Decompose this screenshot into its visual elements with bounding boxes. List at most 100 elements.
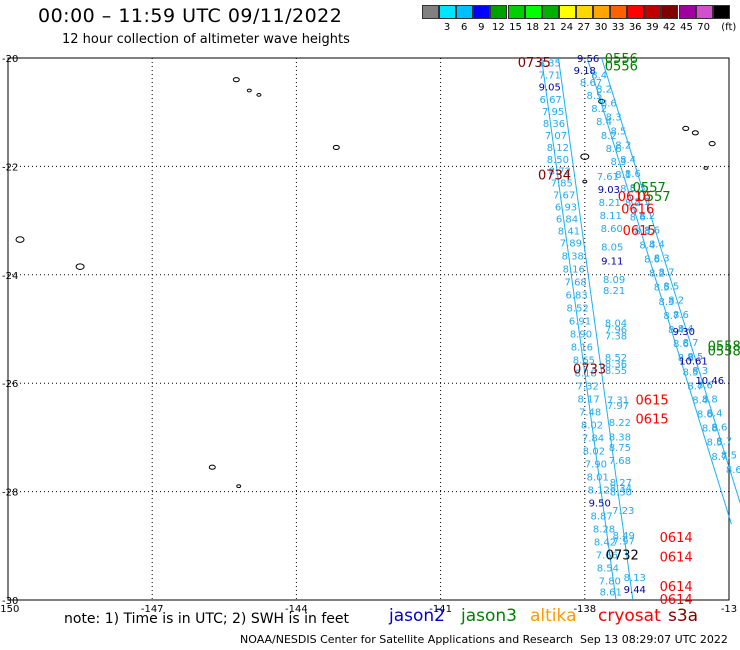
swh-value: 7.97 bbox=[607, 401, 629, 412]
swh-value: 7.07 bbox=[545, 131, 567, 142]
swh-value: 6.93 bbox=[555, 203, 577, 214]
swh-value: 9.05 bbox=[539, 83, 561, 94]
swh-value: 7.96 bbox=[605, 325, 627, 336]
colorbar-swatch bbox=[644, 5, 662, 19]
swh-value: 9.11 bbox=[601, 257, 623, 268]
island-outline bbox=[332, 144, 340, 151]
swh-value: 8.17 bbox=[578, 394, 600, 405]
lon-tick-label: -147 bbox=[141, 604, 164, 615]
swh-value: 8.7 bbox=[683, 338, 699, 349]
legend-s3a: s3a bbox=[668, 606, 699, 626]
swh-value: 8.5 bbox=[683, 367, 699, 378]
swh-value: 8.5 bbox=[707, 438, 723, 449]
time-label: 0615 bbox=[623, 224, 656, 239]
colorbar-swatch bbox=[661, 5, 679, 19]
swh-value: 8.16 bbox=[571, 342, 593, 353]
swh-value: 7.68 bbox=[609, 456, 631, 467]
time-label: 0558 bbox=[708, 339, 740, 354]
time-label: 0556 bbox=[605, 60, 638, 75]
swh-value: 8.02 bbox=[583, 446, 605, 457]
legend-cryosat: cryosat bbox=[598, 606, 661, 626]
colorbar-swatch bbox=[507, 5, 525, 19]
swh-value-high: 9.30 bbox=[673, 327, 695, 338]
time-label: 0616 bbox=[618, 190, 651, 205]
lon-tick-label: -13 bbox=[721, 604, 737, 615]
lat-tick-label: -28 bbox=[2, 488, 18, 499]
swh-value: 8.28 bbox=[593, 524, 615, 535]
track-line-east-2 bbox=[601, 57, 740, 505]
swh-value: 8.16 bbox=[563, 264, 585, 275]
swh-value: 8.4 bbox=[639, 240, 655, 251]
swh-value: 8.52 bbox=[566, 303, 588, 314]
swh-value: 7.23 bbox=[612, 506, 634, 517]
swh-value: 8.6 bbox=[711, 423, 727, 434]
swh-value: 8.30 bbox=[610, 488, 632, 499]
colorbar-swatch bbox=[439, 5, 457, 19]
swh-value: 8.49 bbox=[613, 531, 635, 542]
map-frame bbox=[7, 57, 730, 601]
legend-altika: altika bbox=[530, 606, 577, 626]
swh-value: 8.5 bbox=[654, 283, 670, 294]
swh-value: 8.2 bbox=[601, 131, 617, 142]
swh-value: 8.27 bbox=[610, 478, 632, 489]
swh-value: 8.36 bbox=[543, 119, 565, 130]
swh-value: 8.5 bbox=[663, 282, 679, 293]
island-outline bbox=[208, 464, 216, 470]
colorbar-label: 6 bbox=[461, 22, 468, 33]
swh-value: 8.2 bbox=[668, 296, 684, 307]
swh-value: 8.09 bbox=[603, 275, 625, 286]
swh-value: 8.6 bbox=[644, 255, 660, 266]
island-outline bbox=[598, 98, 606, 104]
swh-value: 8.35 bbox=[539, 58, 561, 69]
swh-value: 7.31 bbox=[607, 395, 629, 406]
swh-value: 7.71 bbox=[539, 70, 561, 81]
colorbar-label: 9 bbox=[478, 22, 485, 33]
colorbar-swatch bbox=[593, 5, 610, 19]
swh-value: 9.03 bbox=[598, 185, 620, 196]
swh-value: 8.11 bbox=[600, 211, 622, 222]
swh-value: 8.6 bbox=[726, 465, 740, 476]
track-line-west-1 bbox=[541, 57, 617, 601]
swh-value: 8.7 bbox=[716, 437, 732, 448]
swh-value: 8.87 bbox=[590, 511, 612, 522]
time-label: 0615 bbox=[636, 393, 669, 408]
island-outline bbox=[75, 263, 85, 270]
swh-value: 8.3 bbox=[659, 297, 675, 308]
colorbar-label: 3 bbox=[443, 22, 451, 33]
lon-tick-label: -138 bbox=[573, 604, 596, 615]
swh-value: 8.4 bbox=[591, 70, 607, 81]
swh-value: 8.5 bbox=[721, 451, 737, 462]
swh-value: 9.44 bbox=[624, 585, 646, 596]
swh-value: 8.6 bbox=[697, 380, 713, 391]
swh-value: 8.5 bbox=[610, 127, 626, 138]
colorbar-swatch bbox=[524, 5, 542, 19]
island-outline bbox=[691, 130, 699, 136]
colorbar-label: 27 bbox=[577, 22, 591, 33]
swh-value: 8.7 bbox=[711, 452, 727, 463]
lat-tick-label: -24 bbox=[2, 271, 18, 282]
swh-value-high: 10.46 bbox=[695, 376, 724, 387]
swh-value: 8.6 bbox=[697, 410, 713, 421]
swh-value: 8.7 bbox=[663, 311, 679, 322]
swh-value: 7.66 bbox=[596, 550, 618, 561]
time-label: 0616 bbox=[621, 203, 654, 218]
swh-value: 7.61 bbox=[597, 172, 619, 183]
time-label: 0557 bbox=[637, 190, 670, 205]
swh-value: 8.3 bbox=[606, 113, 622, 124]
island-outline bbox=[708, 141, 716, 147]
swh-value: 8.65 bbox=[573, 355, 595, 366]
swh-value: 8.2 bbox=[591, 104, 607, 115]
swh-value: 8.50 bbox=[547, 155, 569, 166]
swh-value: 8.41 bbox=[558, 226, 580, 237]
track-line-west-2 bbox=[557, 57, 634, 601]
swh-value: 9.18 bbox=[574, 66, 596, 77]
swh-value: 8.2 bbox=[615, 141, 631, 152]
swh-value: 8.7 bbox=[659, 268, 675, 279]
swh-value: 8.8 bbox=[702, 394, 718, 405]
colorbar-label: 12 bbox=[492, 22, 505, 33]
swh-value: 8.01 bbox=[587, 472, 609, 483]
swh-value: 8.21 bbox=[603, 286, 625, 297]
swh-value: 7.68 bbox=[565, 277, 587, 288]
colorbar-label: 24 bbox=[560, 22, 574, 33]
